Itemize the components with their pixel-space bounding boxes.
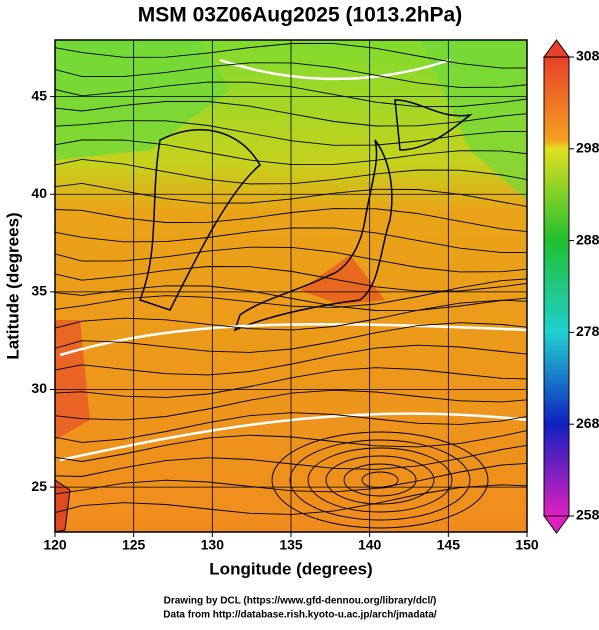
y-tick-label: 25	[31, 478, 47, 494]
streamline	[55, 139, 527, 166]
streamline	[55, 299, 527, 331]
colorbar-over	[543, 39, 570, 58]
title: MSM 03Z06Aug2025 (1013.2hPa)	[138, 4, 462, 27]
streamline	[289, 439, 471, 521]
credit: Data from http://database.rish.kyoto-u.a…	[163, 610, 437, 621]
field	[55, 40, 527, 532]
credit: Drawing by DCL (https://www.gfd-dennou.o…	[164, 596, 437, 607]
x-tick-label: 120	[43, 537, 67, 553]
streamline	[55, 227, 527, 254]
streamline	[55, 322, 527, 353]
streamline	[55, 444, 527, 477]
y-tick-label: 45	[31, 87, 47, 103]
streamline	[55, 43, 527, 69]
colorbar-under	[543, 515, 570, 534]
streamline	[55, 266, 527, 292]
x-tick-label: 150	[515, 537, 539, 553]
colorbar-tick-label: 298	[576, 140, 599, 156]
y-tick-label: 30	[31, 380, 47, 396]
streamline	[55, 81, 527, 108]
colorbar-tick-label: 258	[576, 507, 599, 523]
streamline	[55, 344, 527, 376]
streamline	[55, 484, 527, 515]
x-axis-label: Longitude (degrees)	[209, 559, 372, 578]
x-tick-label: 135	[279, 537, 303, 553]
streamline	[55, 158, 527, 185]
streamline	[55, 208, 527, 232]
colorbar-tick-label: 278	[576, 323, 599, 339]
streamline	[271, 431, 489, 529]
colorbar	[543, 56, 570, 517]
colorbar-tick-label: 268	[576, 415, 599, 431]
colorbar-tick-label: 288	[576, 231, 599, 247]
streamline	[55, 62, 527, 88]
streamline	[55, 120, 527, 146]
y-tick-label: 40	[31, 185, 47, 201]
y-tick-label: 35	[31, 283, 47, 299]
streamline	[55, 100, 527, 127]
streamline	[55, 367, 527, 398]
y-axis-label: Latitude (degrees)	[3, 212, 22, 359]
streamline	[55, 389, 527, 421]
streamline	[55, 285, 527, 311]
streamline	[55, 412, 527, 443]
streamline	[55, 278, 527, 310]
x-tick-label: 145	[437, 537, 461, 553]
x-tick-label: 125	[122, 537, 146, 553]
x-tick-label: 130	[201, 537, 225, 553]
streamline	[55, 246, 527, 273]
streamline	[325, 455, 435, 505]
streamline	[343, 463, 417, 497]
streamline	[55, 462, 527, 495]
streamline	[307, 447, 453, 513]
colorbar-tick-label: 308	[576, 48, 599, 64]
streamline	[55, 430, 527, 462]
streamline	[361, 471, 399, 489]
x-tick-label: 140	[358, 537, 382, 553]
